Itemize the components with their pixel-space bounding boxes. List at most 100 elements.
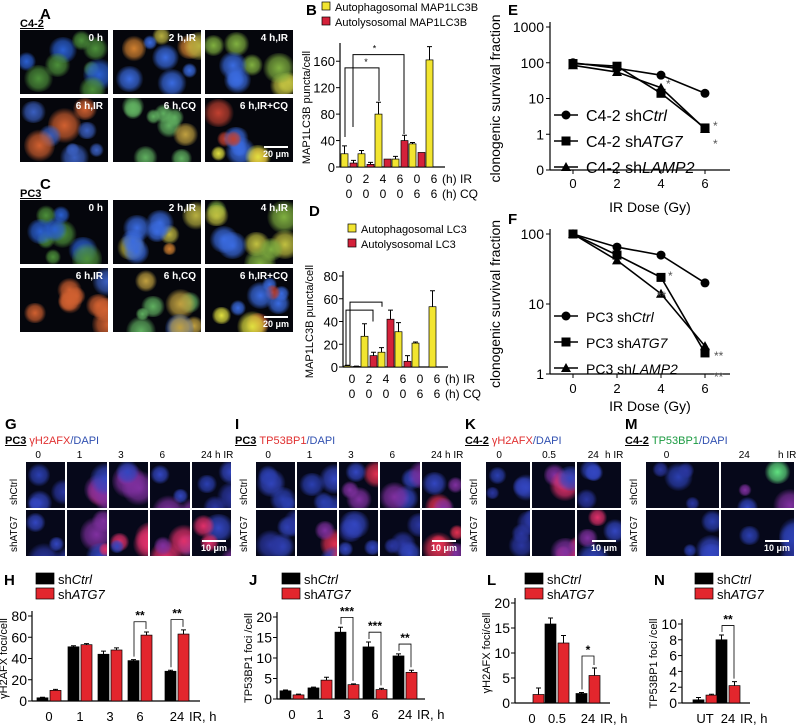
micrograph-image: 10 μm (721, 510, 794, 556)
x-tick-label: 6 (701, 381, 708, 396)
cell-nucleus (172, 123, 200, 147)
x-row-suffix: (h) IR (445, 372, 475, 386)
cell-nucleus (28, 463, 51, 488)
bar (383, 158, 392, 168)
scale-bar-label: 10 μm (590, 543, 617, 553)
scale-bar: 10 μm (591, 540, 617, 553)
error-bar (376, 101, 381, 115)
micrograph-image: 6 h,CQ (113, 268, 201, 332)
time-label: 24 (587, 450, 599, 461)
legend-prefix: sh (58, 572, 72, 587)
cell-nucleus (217, 462, 231, 484)
y-tick-label: 80 (324, 269, 338, 284)
x-tick-label: 0 (346, 187, 353, 201)
legend-marker (561, 311, 571, 321)
significance-marker: * (373, 44, 377, 54)
cell-nucleus (314, 520, 337, 540)
cell-nucleus (182, 62, 198, 79)
cell-nucleus (738, 526, 761, 546)
error-bar (368, 161, 373, 165)
cell-nucleus (152, 43, 179, 72)
cell-nucleus (577, 489, 598, 508)
x-tick-label: 4 (383, 372, 390, 386)
panel-letter: B (306, 2, 317, 19)
cell-nucleus (773, 489, 794, 508)
cell-nucleus (313, 491, 335, 508)
x-axis-suffix: IR, h (189, 709, 216, 724)
x-tick-label: 0 (349, 387, 356, 401)
cell-nucleus (225, 130, 243, 148)
y-tick-label: 0 (536, 162, 544, 178)
micrograph-image: 6 h,IR (20, 268, 108, 332)
significance-marker: * (668, 269, 673, 283)
error-bar (548, 617, 553, 624)
data-point (568, 60, 578, 70)
error-bar (709, 693, 714, 696)
micrograph-image (721, 462, 794, 508)
legend-label: shCtrl (58, 572, 93, 587)
cell-nucleus (182, 32, 201, 61)
legend-label: Autolysosomal LC3 (361, 239, 456, 251)
bar (357, 153, 366, 168)
cell-nucleus (486, 486, 501, 499)
bar (97, 653, 110, 702)
significance-marker: * (713, 119, 718, 133)
error-bar (296, 693, 301, 695)
cell-nucleus (182, 201, 201, 230)
x-tick-label: UT (696, 711, 713, 725)
bar (349, 162, 358, 168)
time-label: 3 (118, 450, 124, 461)
legend-swatch (347, 223, 357, 233)
x-tick-label: 1 (316, 707, 323, 722)
cell-line-label: PC3 (235, 435, 257, 447)
cell-nucleus (512, 474, 530, 502)
time-label: 6 h,CQ (163, 101, 196, 112)
time-label: 3 (348, 450, 354, 461)
error-bar (579, 692, 584, 694)
bar (391, 158, 400, 168)
legend-prefix: sh (717, 587, 731, 602)
error-bar (144, 631, 149, 636)
bar (362, 646, 375, 700)
time-unit-label: h IR (605, 450, 624, 461)
error-bar (131, 659, 136, 661)
legend-swatch (694, 572, 714, 585)
cell-nucleus (298, 473, 326, 497)
y-tick-label: 20 (256, 609, 272, 625)
cell-nucleus (256, 530, 287, 556)
micrograph-image: 0 h (20, 30, 108, 94)
cell-nucleus (199, 533, 219, 553)
stain-title: PC3 TP53BP1/DAPI (235, 435, 335, 447)
y-tick-label: 5 (502, 670, 510, 686)
y-tick-label: 0 (264, 691, 272, 707)
cell-nucleus (220, 546, 231, 556)
error-bar (114, 647, 119, 650)
cell-nucleus (65, 286, 86, 306)
cell-nucleus (115, 65, 144, 93)
cell-nucleus (162, 242, 178, 255)
scale-bar-label: 20 μm (262, 149, 289, 159)
panel-letter: G (5, 416, 17, 433)
scale-bar: 20 μm (263, 316, 289, 329)
cell-nucleus (150, 465, 171, 485)
x-tick-label: 3 (106, 709, 113, 724)
micrograph-image: 0 h (20, 200, 108, 264)
series-line (572, 233, 706, 284)
micrograph-image (338, 462, 379, 508)
scale-bar: 10 μm (431, 540, 457, 553)
bar (375, 689, 388, 700)
panel-letter: H (4, 572, 15, 589)
data-point (700, 348, 710, 358)
x-tick-label: 6 (371, 707, 378, 722)
cell-nucleus (78, 76, 106, 94)
legend-prefix: C4-2 sh (586, 134, 642, 151)
cell-nucleus (421, 472, 449, 496)
x-row-suffix: (h) CQ (445, 387, 481, 401)
legend-label: shATG7 (58, 587, 105, 602)
significance-bracket (581, 655, 595, 690)
legend-swatch (524, 572, 544, 585)
y-tick-label: 0 (328, 160, 335, 175)
cell-nucleus (587, 510, 608, 526)
cell-nucleus (338, 541, 354, 556)
